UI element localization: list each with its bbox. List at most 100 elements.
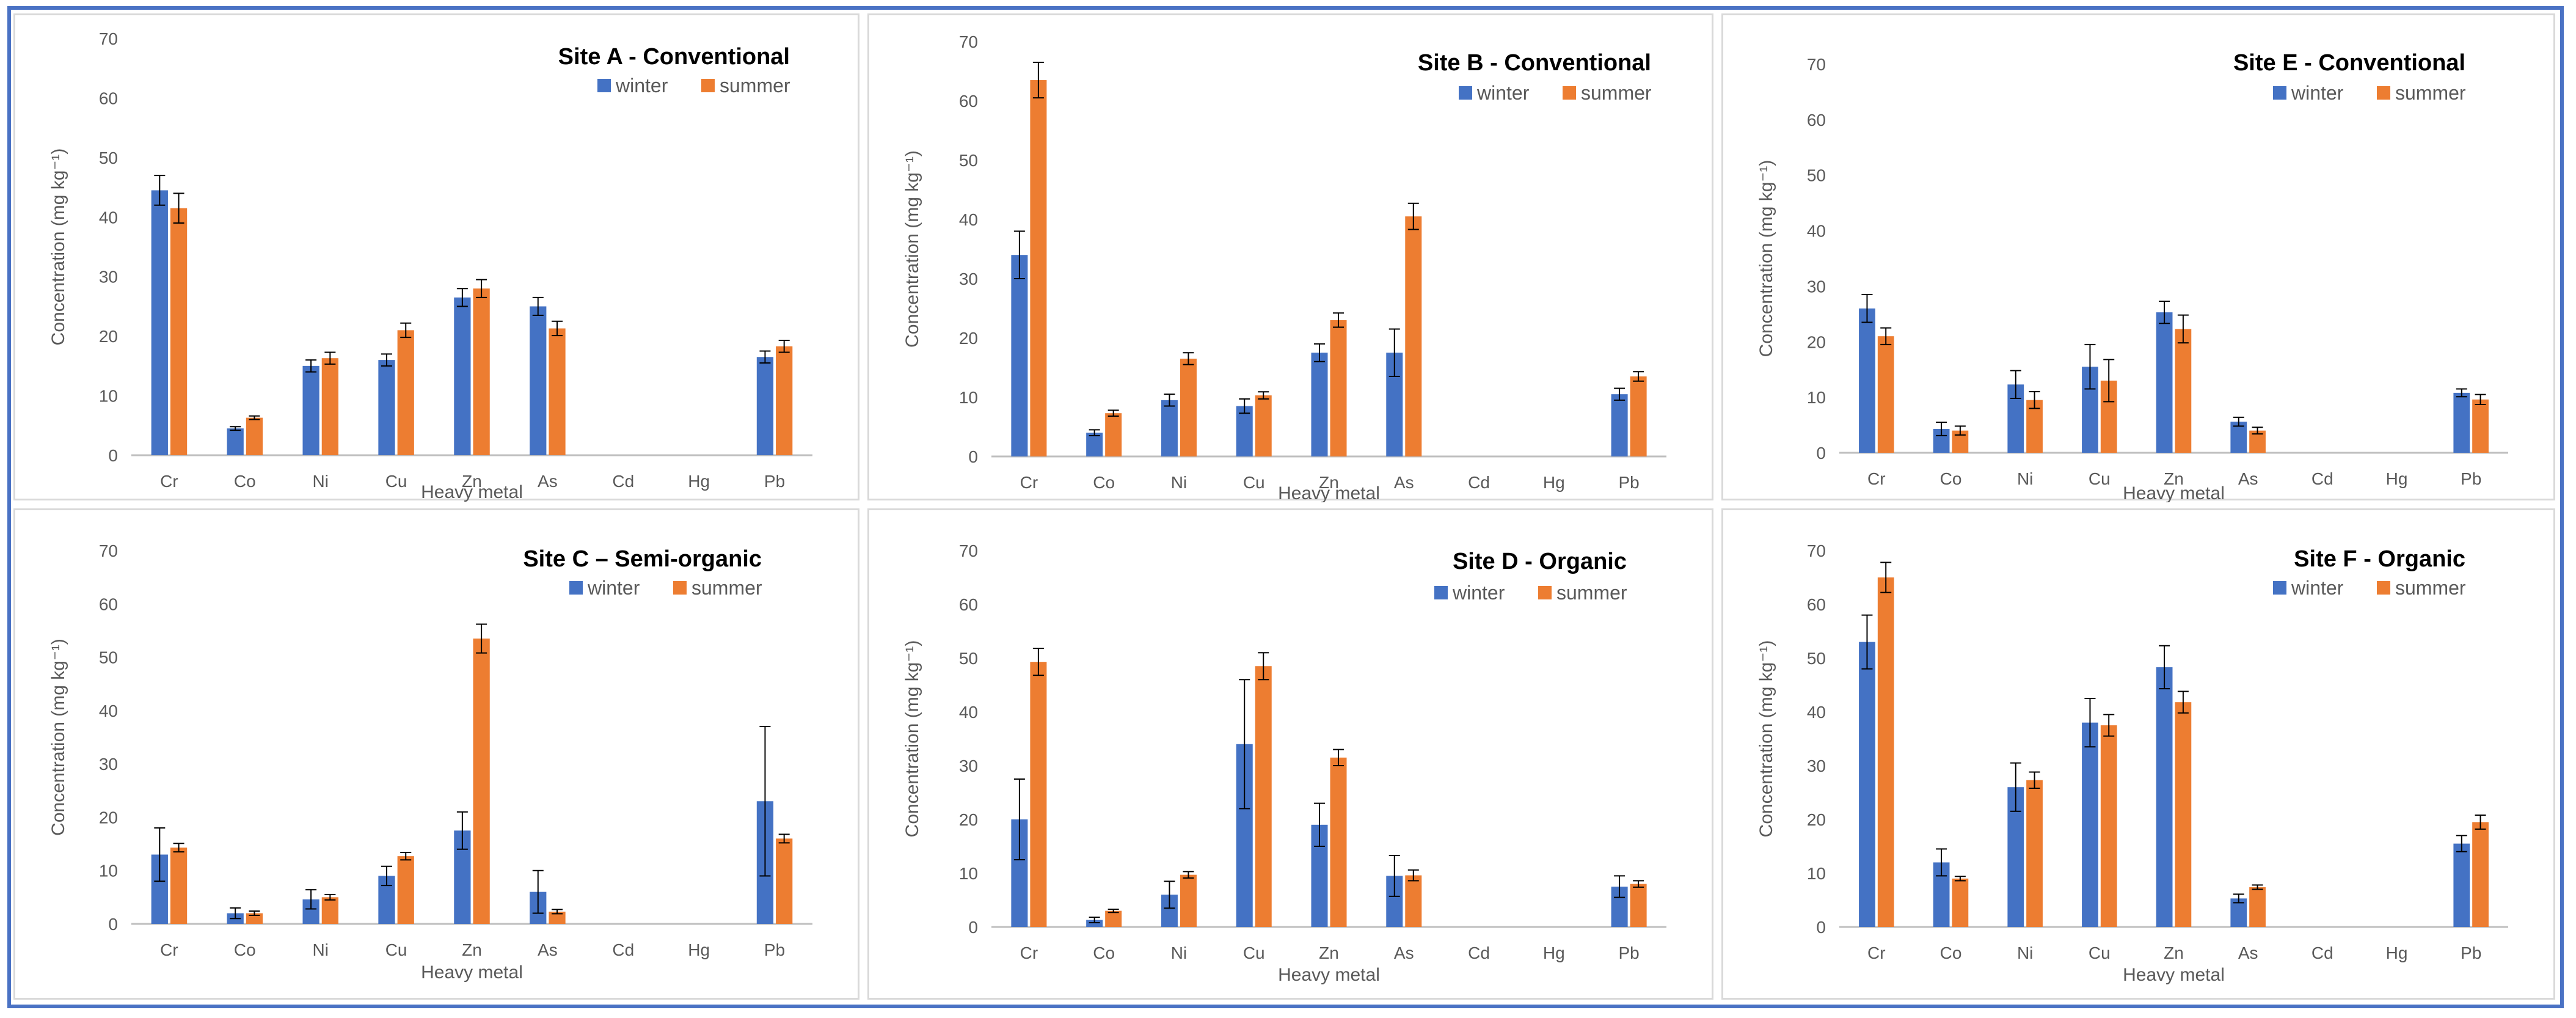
x-tick-label: Cu — [1243, 943, 1265, 962]
x-tick-label: Co — [1940, 469, 1962, 488]
legend-swatch-winter — [2273, 86, 2286, 100]
y-tick-label: 20 — [1807, 332, 1826, 351]
y-tick-label: 70 — [99, 29, 118, 48]
y-tick-label: 20 — [959, 329, 978, 348]
y-tick-label: 70 — [1807, 55, 1826, 74]
bar-winter — [227, 428, 244, 455]
legend-swatch-summer — [1538, 586, 1552, 599]
legend-label-winter: winter — [1452, 582, 1505, 604]
chart-panel-site-a: 0 10 20 30 40 50 60 70 Cr Co Ni Cu Zn As Cd Hg Pb Heavy m… — [13, 13, 859, 502]
chart-panel-site-c: 0 10 20 30 40 50 60 70 Cr Co Ni Cu Zn As Cd Hg Pb Heavy m… — [13, 508, 859, 1000]
bar-summer — [1405, 216, 1422, 456]
x-tick-label: Pb — [1618, 473, 1639, 492]
bar-winter — [1161, 400, 1178, 456]
x-tick-label: Pb — [2461, 469, 2481, 488]
x-tick-label: Zn — [1319, 943, 1339, 962]
bar-summer — [397, 856, 414, 924]
bar-summer — [1952, 878, 1969, 927]
bar-winter — [1859, 642, 1875, 927]
x-tick-label: Ni — [1171, 943, 1187, 962]
y-tick-label: 50 — [99, 148, 118, 167]
x-tick-label: Hg — [2386, 943, 2408, 962]
y-tick-label: 10 — [99, 862, 118, 881]
x-tick-label: Co — [234, 940, 256, 959]
x-tick-label: As — [2238, 943, 2258, 962]
legend-swatch-winter — [597, 79, 611, 92]
y-tick-label: 70 — [99, 541, 118, 560]
y-tick-label: 0 — [1816, 918, 1826, 937]
y-tick-label: 10 — [959, 864, 978, 883]
chart-panel-site-d: 0 10 20 30 40 50 60 70 Cr Co Ni Cu Zn As Cd Hg Pb Heavy m… — [867, 508, 1713, 1000]
x-axis-title: Heavy metal — [2123, 483, 2225, 502]
y-tick-label: 40 — [99, 208, 118, 227]
bar-winter — [1311, 353, 1328, 456]
y-tick-label: 10 — [99, 387, 118, 406]
x-tick-label: Hg — [2386, 469, 2408, 488]
bar-winter — [1236, 406, 1253, 456]
bar-summer — [170, 208, 188, 455]
x-tick-label: Ni — [2017, 469, 2033, 488]
x-tick-label: Hg — [688, 472, 710, 491]
bar-winter — [454, 297, 471, 455]
y-tick-label: 30 — [99, 268, 118, 287]
y-tick-label: 60 — [959, 595, 978, 614]
legend-swatch-winter — [1459, 86, 1472, 100]
x-tick-label: Pb — [2461, 943, 2481, 962]
bar-winter — [1086, 920, 1103, 927]
x-axis-title: Heavy metal — [2123, 965, 2225, 985]
legend-label-summer: summer — [2395, 82, 2466, 104]
y-tick-label: 40 — [99, 701, 118, 720]
y-tick-label: 30 — [959, 756, 978, 775]
bar-summer — [1105, 413, 1122, 456]
y-tick-label: 10 — [959, 388, 978, 407]
bar-winter — [151, 190, 168, 455]
y-tick-label: 40 — [959, 703, 978, 722]
bar-winter — [2453, 392, 2470, 453]
x-tick-label: Ni — [312, 472, 328, 491]
chart-svg-site-b: 0 10 20 30 40 50 60 70 Cr Co Ni Cu Zn As Cd Hg Pb Heavy m… — [902, 32, 1666, 502]
x-tick-label: Co — [1940, 943, 1962, 962]
chart-title: Site C – Semi-organic — [523, 546, 762, 572]
bar-summer — [1330, 757, 1347, 927]
bar-winter — [530, 306, 547, 455]
bar-summer — [1180, 358, 1197, 456]
x-tick-label: Hg — [1543, 943, 1565, 962]
bar-summer — [321, 358, 338, 455]
bar-summer — [1877, 336, 1894, 453]
y-tick-label: 30 — [959, 269, 978, 288]
x-tick-label: Ni — [2017, 943, 2033, 962]
chart-svg-site-c: 0 10 20 30 40 50 60 70 Cr Co Ni Cu Zn As Cd Hg Pb Heavy m… — [48, 541, 812, 983]
bar-summer — [2249, 887, 2266, 927]
bar-summer — [2100, 725, 2117, 927]
bar-winter — [2156, 312, 2173, 453]
y-tick-label: 50 — [959, 649, 978, 668]
y-tick-label: 50 — [959, 151, 978, 170]
x-tick-label: Hg — [1543, 473, 1565, 492]
x-tick-label: Cd — [1468, 473, 1490, 492]
bar-winter — [2230, 422, 2247, 453]
y-tick-label: 20 — [959, 810, 978, 829]
bar-summer — [1030, 80, 1047, 457]
bar-summer — [1630, 376, 1647, 456]
x-tick-label: As — [1394, 943, 1414, 962]
chart-panel-site-e: 0 10 20 30 40 50 60 70 Cr Co Ni Cu Zn As Cd Hg Pb Heavy m… — [1721, 13, 2555, 502]
bar-summer — [549, 911, 566, 924]
x-tick-label: Co — [1093, 473, 1115, 492]
x-tick-label: Ni — [1171, 473, 1187, 492]
y-axis-title: Concentration (mg kg⁻¹) — [1756, 160, 1776, 357]
legend-swatch-winter — [2273, 581, 2286, 595]
chart-panel-site-b: 0 10 20 30 40 50 60 70 Cr Co Ni Cu Zn As Cd Hg Pb Heavy m… — [867, 13, 1713, 502]
chart-svg-site-e: 0 10 20 30 40 50 60 70 Cr Co Ni Cu Zn As Cd Hg Pb Heavy m… — [1756, 50, 2508, 502]
bar-summer — [1330, 320, 1347, 456]
y-tick-label: 60 — [1807, 111, 1826, 130]
bar-summer — [1255, 395, 1272, 456]
legend-swatch-winter — [569, 581, 583, 595]
x-tick-label: Pb — [1618, 943, 1639, 962]
x-tick-label: Cd — [2311, 943, 2333, 962]
bar-winter — [378, 360, 395, 455]
bar-summer — [1877, 577, 1894, 927]
y-tick-label: 50 — [1807, 166, 1826, 185]
bar-summer — [2472, 822, 2489, 927]
x-axis-title: Heavy metal — [1278, 965, 1380, 985]
bar-summer — [1030, 662, 1047, 927]
